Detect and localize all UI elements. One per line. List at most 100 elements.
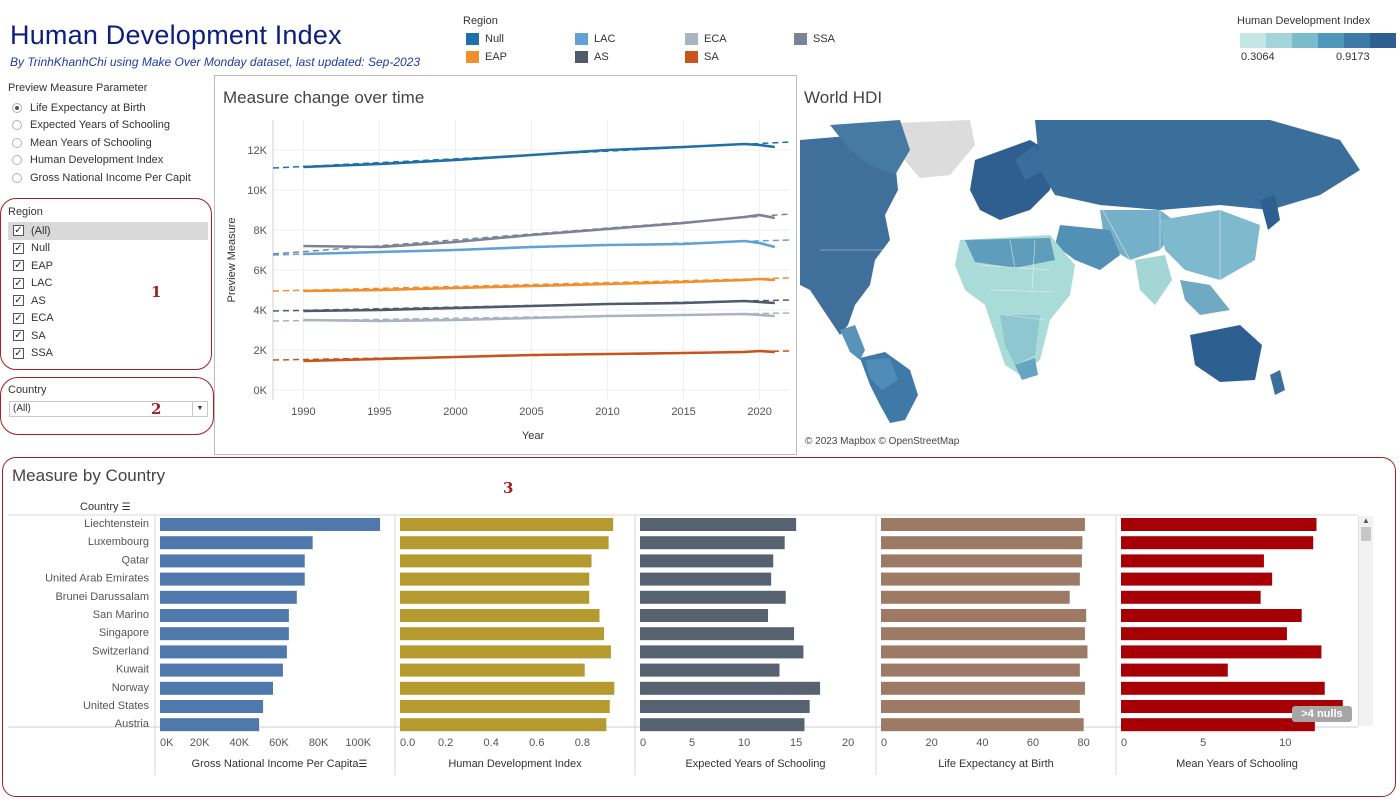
map-credit[interactable]: © 2023 Mapbox © OpenStreetMap — [805, 436, 960, 447]
bar-gross-national-income-per-capita — [160, 663, 283, 677]
bar-expected-years-of-schooling — [640, 590, 786, 604]
checkbox-checked-icon: ✓ — [13, 277, 24, 289]
radio-hdi[interactable]: Human Development Index — [12, 152, 191, 170]
region-option-lac[interactable]: ✓ LAC — [8, 275, 208, 293]
region-option-eap[interactable]: ✓ EAP — [8, 257, 208, 275]
sort-icon: ☰ — [359, 759, 368, 770]
region-option-all[interactable]: ✓ (All) — [8, 222, 208, 240]
bar-tick-label: 10 — [1279, 737, 1291, 749]
world-hdi-map[interactable] — [800, 120, 1376, 423]
hdi-legend-min: 0.3064 — [1241, 51, 1275, 63]
bar-gross-national-income-per-capita — [160, 645, 287, 659]
bar-tick-label: 60K — [269, 737, 289, 749]
x-tick-label: 2010 — [595, 406, 619, 418]
region-option-ssa[interactable]: ✓ SSA — [8, 345, 208, 363]
scrollbar-thumb[interactable] — [1361, 527, 1371, 541]
check-label: EAP — [31, 259, 54, 272]
bar-mean-years-of-schooling — [1121, 645, 1322, 659]
radio-label: Gross National Income Per Capit — [30, 171, 191, 184]
legend-swatch — [575, 33, 588, 45]
bar-tick-label: 10 — [738, 737, 750, 749]
y-tick-label: 12K — [247, 145, 267, 157]
vertical-scrollbar[interactable]: ▲ — [1358, 516, 1373, 726]
y-tick-label: 0K — [254, 385, 268, 397]
line-chart-title: Measure change over time — [223, 88, 425, 107]
legend-item-eca[interactable]: ECA — [685, 33, 727, 45]
y-tick-label: 8K — [254, 225, 268, 237]
nulls-indicator[interactable]: >4 nulls — [1292, 706, 1352, 722]
region-option-as[interactable]: ✓ AS — [8, 292, 208, 310]
bar-expected-years-of-schooling — [640, 609, 769, 622]
region-option-eca[interactable]: ✓ ECA — [8, 310, 208, 328]
bar-tick-label: 20 — [926, 737, 938, 749]
country-filter-title: Country — [8, 384, 47, 396]
bar-gross-national-income-per-capita — [160, 554, 305, 568]
y-tick-label: 4K — [254, 305, 268, 317]
checkbox-checked-icon: ✓ — [13, 295, 24, 307]
bar-mean-years-of-schooling — [1121, 681, 1325, 695]
bar-mean-years-of-schooling — [1121, 572, 1273, 586]
dashboard-subtitle: By TrinhKhanhChi using Make Over Monday … — [10, 55, 421, 69]
y-tick-label: 10K — [247, 185, 267, 197]
parameter-radio-group: Life Expectancy at Birth Expected Years … — [12, 99, 191, 187]
bar-human-development-index — [400, 627, 605, 641]
radio-life-expectancy[interactable]: Life Expectancy at Birth — [12, 99, 191, 117]
legend-item-null[interactable]: Null — [466, 33, 504, 45]
line-chart[interactable]: 1990 1995 2000 2005 2010 2015 2020 0K 2K 4K 6K 8K 10… — [215, 115, 795, 450]
map-region-russia — [1035, 120, 1360, 210]
map-region-central-america — [840, 325, 865, 360]
series-line-as — [303, 299, 775, 313]
bar-human-development-index — [400, 554, 592, 568]
region-option-null[interactable]: ✓ Null — [8, 240, 208, 258]
bar-mean-years-of-schooling — [1121, 518, 1317, 531]
country-dropdown[interactable]: (All) ▼ — [9, 401, 208, 417]
sort-icon[interactable]: ☰ — [121, 502, 131, 513]
bar-human-development-index — [400, 681, 615, 695]
legend-item-as[interactable]: AS — [575, 51, 609, 63]
bar-gross-national-income-per-capita — [160, 718, 260, 732]
region-option-sa[interactable]: ✓ SA — [8, 327, 208, 345]
bar-expected-years-of-schooling — [640, 554, 774, 568]
parameter-title: Preview Measure Parameter — [8, 82, 148, 94]
x-tick-label: 1990 — [291, 406, 315, 418]
bar-human-development-index — [400, 645, 611, 659]
bar-tick-label: 15 — [790, 737, 802, 749]
check-label: (All) — [31, 224, 51, 237]
bar-tick-label: 0 — [1121, 737, 1127, 749]
radio-mean-schooling[interactable]: Mean Years of Schooling — [12, 134, 191, 152]
bar-life-expectancy-at-birth — [881, 572, 1080, 586]
bar-expected-years-of-schooling — [640, 645, 804, 659]
check-label: ECA — [31, 312, 54, 325]
series-line-eca — [303, 312, 775, 323]
legend-item-eap[interactable]: EAP — [466, 51, 507, 63]
legend-item-sa[interactable]: SA — [685, 51, 719, 63]
bar-life-expectancy-at-birth — [881, 645, 1088, 659]
country-dropdown-value: (All) — [13, 403, 31, 414]
radio-expected-schooling[interactable]: Expected Years of Schooling — [12, 117, 191, 135]
radio-selected-icon — [12, 102, 22, 113]
map-region-north-america — [800, 135, 898, 335]
bar-chart[interactable]: Liechtenstein Luxembourg Qatar United Arab … — [8, 513, 1393, 783]
country-label: San Marino — [93, 609, 149, 621]
radio-gni[interactable]: Gross National Income Per Capit — [12, 169, 191, 187]
radio-icon — [12, 172, 22, 183]
x-axis-label: Year — [522, 430, 545, 442]
country-label: Singapore — [99, 627, 149, 639]
country-column-header[interactable]: Country ☰ — [80, 501, 131, 513]
x-tick-label: 1995 — [367, 406, 391, 418]
legend-swatch — [685, 33, 698, 45]
bar-tick-label: 20K — [190, 737, 210, 749]
map-region-greenland — [895, 120, 975, 178]
bar-section-title: Measure by Country — [12, 466, 166, 485]
legend-item-ssa[interactable]: SSA — [794, 33, 835, 45]
bar-gross-national-income-per-capita — [160, 572, 305, 586]
country-label: Luxembourg — [88, 536, 149, 548]
legend-item-lac[interactable]: LAC — [575, 33, 615, 45]
region-filter-highlight — [0, 198, 212, 370]
bar-life-expectancy-at-birth — [881, 663, 1080, 677]
bar-expected-years-of-schooling — [640, 572, 772, 586]
check-label: Null — [31, 242, 50, 255]
x-tick-label: 2000 — [443, 406, 467, 418]
scroll-up-icon[interactable]: ▲ — [1362, 516, 1370, 525]
bar-tick-label: 5 — [689, 737, 695, 749]
